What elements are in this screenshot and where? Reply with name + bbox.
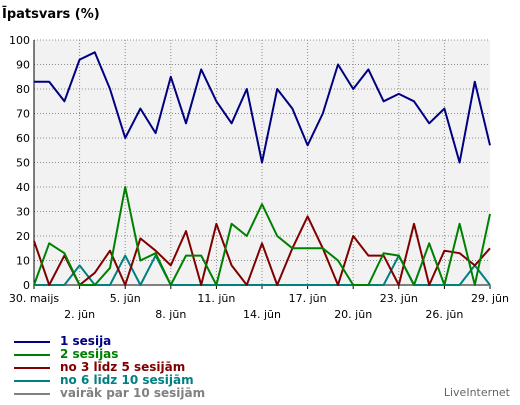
x-tick-label: 26. jūn (425, 308, 463, 321)
x-tick-label: 23. jūn (380, 292, 418, 305)
series-line-1 (34, 51, 491, 164)
y-tick-label: 20 (16, 230, 30, 243)
legend-item: 2 sesijas (14, 348, 205, 361)
legend-label: no 6 līdz 10 sesijām (60, 373, 194, 387)
legend-item: no 3 līdz 5 sesijām (14, 361, 205, 374)
y-tick-label: 10 (16, 255, 30, 268)
legend-label: 2 sesijas (60, 347, 119, 361)
x-tick-label: 11. jūn (197, 292, 235, 305)
legend-item: vairāk par 10 sesijām (14, 387, 205, 400)
y-tick-label: 80 (16, 83, 30, 96)
series-line-3 (33, 215, 491, 286)
x-tick-label: 29. jūn (471, 292, 509, 305)
series-line-2 (33, 186, 491, 286)
x-tick-label: 17. jūn (289, 292, 327, 305)
legend-label: 1 sesija (60, 334, 112, 348)
x-tick-label: 5. jūn (110, 292, 141, 305)
watermark: LiveInternet (443, 386, 510, 399)
legend-swatch (14, 366, 50, 369)
legend-item: 1 sesija (14, 335, 205, 348)
legend-item: no 6 līdz 10 sesijām (14, 374, 205, 387)
x-tick-label: 8. jūn (155, 308, 186, 321)
legend-swatch (14, 379, 50, 382)
y-tick-label: 70 (16, 108, 30, 121)
legend-label: no 3 līdz 5 sesijām (60, 360, 186, 374)
legend-swatch (14, 392, 50, 395)
y-tick-label: 50 (16, 157, 30, 170)
y-tick-label: 60 (16, 132, 30, 145)
x-tick-label: 14. jūn (243, 308, 281, 321)
x-tick-label: 20. jūn (334, 308, 372, 321)
line-chart: Īpatsvars (%) 0 10 20 30 40 50 60 70 80 90 100 30.… (2, 7, 509, 321)
chart-legend: 1 sesija 2 sesijas no 3 līdz 5 sesijām no 6… (14, 335, 205, 400)
y-tick-label: 40 (16, 181, 30, 194)
y-tick-label: 90 (16, 59, 30, 72)
x-tick-label: 30. maijs (9, 292, 60, 305)
legend-swatch (14, 340, 50, 343)
legend-label: vairāk par 10 sesijām (60, 386, 206, 400)
x-tick-label: 2. jūn (64, 308, 95, 321)
y-tick-label: 100 (9, 34, 30, 47)
y-tick-label: 30 (16, 206, 30, 219)
chart-title: Īpatsvars (%) (2, 7, 100, 22)
legend-swatch (14, 353, 50, 356)
y-tick-label: 0 (23, 279, 30, 292)
